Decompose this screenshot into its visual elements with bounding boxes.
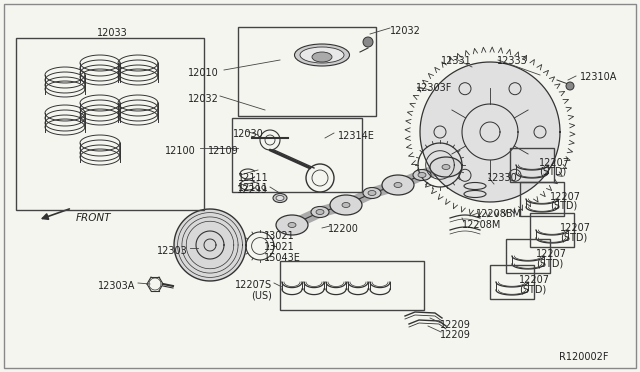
Text: 12299: 12299 <box>237 185 268 195</box>
Text: 12303A: 12303A <box>98 281 135 291</box>
Ellipse shape <box>363 187 381 199</box>
Ellipse shape <box>288 222 296 228</box>
Text: R120002F: R120002F <box>559 352 608 362</box>
Text: 12032: 12032 <box>188 94 219 104</box>
Text: 12111: 12111 <box>238 183 269 193</box>
Text: 12303F: 12303F <box>416 83 452 93</box>
Ellipse shape <box>342 202 350 208</box>
Text: 12010: 12010 <box>188 68 219 78</box>
Text: 12208M: 12208M <box>462 220 501 230</box>
Circle shape <box>363 37 373 47</box>
Text: 13021: 13021 <box>264 231 295 241</box>
Bar <box>238 27 376 116</box>
Text: 12207: 12207 <box>536 249 567 259</box>
Text: (STD): (STD) <box>560 232 588 242</box>
Ellipse shape <box>312 52 332 62</box>
Text: 12207: 12207 <box>560 223 591 233</box>
Text: 12208BM: 12208BM <box>476 209 522 219</box>
Bar <box>520 182 564 216</box>
Text: 12209: 12209 <box>440 320 471 330</box>
Bar <box>530 213 574 247</box>
Ellipse shape <box>276 215 308 235</box>
Text: (STD): (STD) <box>550 201 577 211</box>
Ellipse shape <box>413 170 431 180</box>
Text: 12100: 12100 <box>165 146 196 156</box>
Ellipse shape <box>276 196 284 201</box>
Text: 12109: 12109 <box>208 146 239 156</box>
Text: 12330: 12330 <box>487 173 518 183</box>
Text: 12030: 12030 <box>233 129 264 139</box>
Bar <box>506 239 550 273</box>
Text: 12207: 12207 <box>550 192 581 202</box>
Bar <box>490 265 534 299</box>
Text: 12209: 12209 <box>440 330 471 340</box>
Ellipse shape <box>330 195 362 215</box>
Text: 12331: 12331 <box>440 56 472 66</box>
Text: 12111: 12111 <box>238 173 269 183</box>
Ellipse shape <box>368 190 376 196</box>
Text: 12207S: 12207S <box>235 280 272 290</box>
Ellipse shape <box>311 206 329 218</box>
Text: 12207: 12207 <box>539 158 570 168</box>
Ellipse shape <box>273 193 287 202</box>
Text: 12033: 12033 <box>97 28 127 38</box>
Ellipse shape <box>418 173 426 177</box>
Polygon shape <box>174 209 246 281</box>
Ellipse shape <box>316 209 324 215</box>
Text: (STD): (STD) <box>539 167 566 177</box>
Text: 12032: 12032 <box>390 26 421 36</box>
Text: 13021: 13021 <box>264 242 295 252</box>
Ellipse shape <box>442 164 450 170</box>
Ellipse shape <box>300 47 344 63</box>
Text: (STD): (STD) <box>519 284 547 294</box>
Bar <box>280 261 424 310</box>
Ellipse shape <box>394 183 402 187</box>
Text: 12333: 12333 <box>497 56 528 66</box>
Text: 12200: 12200 <box>328 224 359 234</box>
Bar <box>16 38 204 210</box>
Bar <box>510 148 554 182</box>
Ellipse shape <box>430 157 462 177</box>
Text: (STD): (STD) <box>536 258 563 268</box>
Bar <box>232 118 362 192</box>
Text: FRONT: FRONT <box>76 213 111 223</box>
Text: 12303: 12303 <box>157 246 188 256</box>
Text: 12207: 12207 <box>519 275 550 285</box>
Polygon shape <box>420 62 560 202</box>
Text: 12314E: 12314E <box>338 131 375 141</box>
Circle shape <box>566 82 574 90</box>
Text: 15043E: 15043E <box>264 253 301 263</box>
Ellipse shape <box>294 44 349 66</box>
Text: 12310A: 12310A <box>580 72 618 82</box>
Ellipse shape <box>382 175 414 195</box>
Text: (US): (US) <box>251 291 272 301</box>
